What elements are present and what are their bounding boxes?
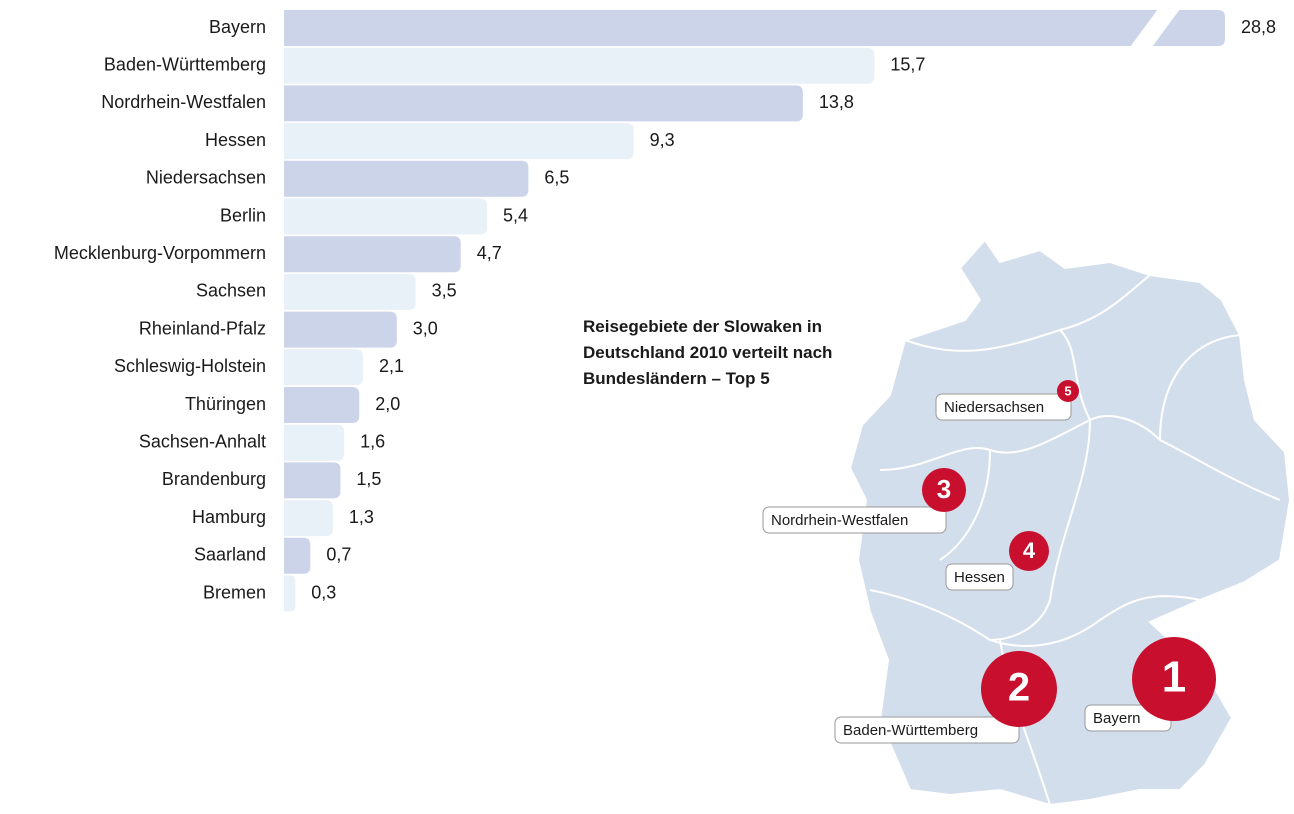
y-tick-label: Rheinland-Pfalz (139, 318, 266, 338)
value-label: 4,7 (477, 243, 502, 263)
bar (284, 387, 360, 423)
axis-break (1130, 9, 1180, 47)
rank-marker (1009, 531, 1049, 571)
bar (284, 236, 461, 273)
bar (284, 198, 488, 235)
rank-number: 5 (1064, 383, 1071, 398)
y-tick-label: Sachsen (196, 281, 266, 301)
bar (284, 160, 529, 197)
map-label-box (945, 563, 1014, 591)
bar (284, 424, 345, 461)
map-label: Bayern (1093, 710, 1141, 727)
bar (284, 500, 333, 537)
rank-number: 1 (1162, 653, 1186, 702)
y-tick-label: Berlin (220, 205, 266, 225)
bar (284, 462, 341, 499)
value-label: 0,7 (326, 545, 351, 565)
value-label: 1,5 (356, 469, 381, 489)
value-label: 9,3 (650, 130, 675, 150)
value-label: 1,6 (360, 431, 385, 451)
map-label-box (935, 393, 1072, 421)
map-label: Baden-Württemberg (843, 722, 978, 739)
y-tick-label: Thüringen (185, 394, 266, 414)
y-tick-label: Saarland (194, 545, 266, 565)
y-tick-label: Hamburg (192, 507, 266, 527)
value-label: 1,3 (349, 507, 374, 527)
value-label: 13,8 (819, 92, 854, 112)
rank-number: 4 (1023, 538, 1036, 563)
y-tick-label: Brandenburg (162, 469, 266, 489)
bar (284, 47, 875, 84)
bar (284, 10, 1225, 46)
rank-marker (981, 651, 1057, 727)
value-label: 6,5 (544, 168, 569, 188)
value-label: 3,5 (432, 281, 457, 301)
map-label: Nordrhein-Westfalen (771, 512, 908, 529)
value-label: 5,4 (503, 205, 528, 225)
bar (284, 311, 397, 348)
value-label: 2,1 (379, 356, 404, 376)
y-tick-label: Bayern (209, 17, 266, 37)
y-tick-label: Sachsen-Anhalt (139, 431, 266, 451)
bar (284, 123, 634, 160)
bar (284, 349, 363, 386)
bar (284, 273, 416, 310)
map-label-box (762, 506, 947, 534)
y-tick-label: Mecklenburg-Vorpommern (54, 243, 266, 263)
value-label: 28,8 (1241, 17, 1276, 37)
bar (284, 575, 296, 612)
rank-number: 2 (1008, 666, 1030, 710)
value-label: 0,3 (311, 582, 336, 602)
value-label: 3,0 (413, 318, 438, 338)
y-tick-label: Hessen (205, 130, 266, 150)
rank-number: 3 (937, 474, 951, 504)
rank-marker (922, 468, 966, 512)
y-tick-label: Nordrhein-Westfalen (101, 92, 266, 112)
y-tick-label: Niedersachsen (146, 168, 266, 188)
map-label: Hessen (954, 569, 1005, 586)
value-label: 2,0 (375, 394, 400, 414)
y-tick-label: Schleswig-Holstein (114, 356, 266, 376)
map-label: Niedersachsen (944, 399, 1044, 416)
chart-title: Reisegebiete der Slowaken in Deutschland… (583, 317, 833, 388)
bar (284, 537, 311, 574)
y-tick-label: Baden-Württemberg (104, 54, 266, 74)
rank-marker (1132, 637, 1216, 721)
y-tick-label: Bremen (203, 582, 266, 602)
value-label: 15,7 (890, 54, 925, 74)
map-label-box (834, 716, 1020, 744)
state-borders (869, 274, 1281, 806)
rank-marker (1057, 380, 1079, 402)
bar (284, 85, 803, 122)
